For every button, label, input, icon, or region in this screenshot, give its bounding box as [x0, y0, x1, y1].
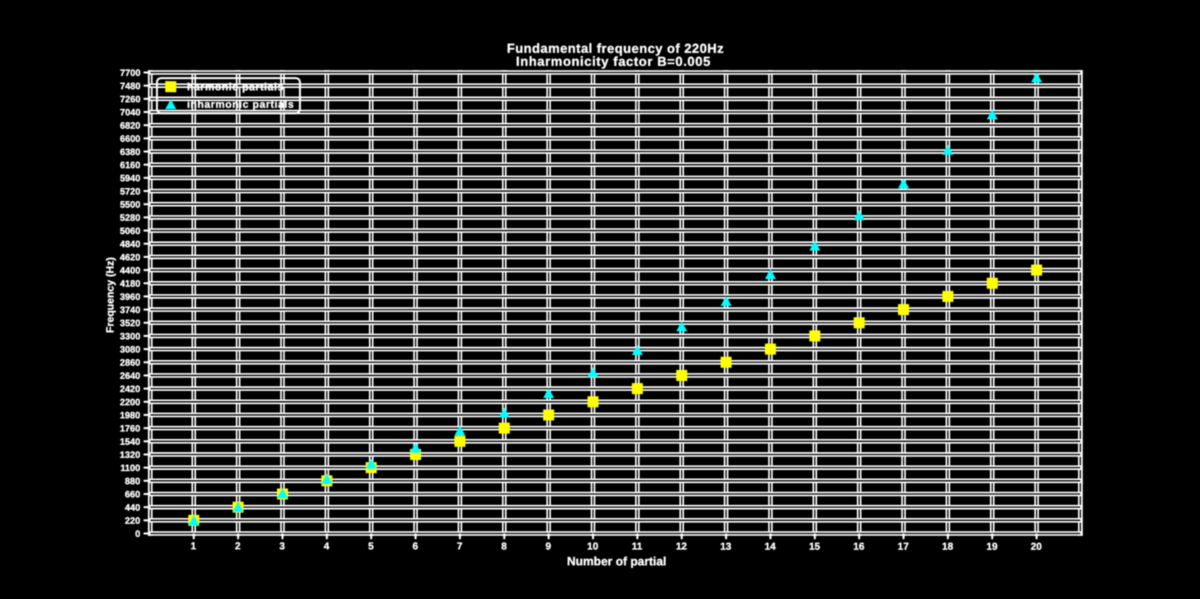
svg-text:18: 18 — [942, 542, 954, 553]
svg-text:660: 660 — [125, 489, 140, 499]
svg-text:4620: 4620 — [120, 252, 140, 262]
svg-text:5280: 5280 — [120, 213, 140, 223]
svg-text:16: 16 — [853, 542, 865, 553]
svg-text:15: 15 — [809, 542, 821, 553]
svg-text:2200: 2200 — [120, 397, 140, 407]
svg-text:1100: 1100 — [120, 463, 140, 473]
svg-text:3740: 3740 — [120, 305, 140, 315]
svg-text:6820: 6820 — [120, 121, 140, 131]
svg-text:inharmonic partials: inharmonic partials — [187, 99, 294, 111]
svg-text:7480: 7480 — [120, 81, 140, 91]
svg-text:Fundamental frequency of 220Hz: Fundamental frequency of 220Hz — [507, 41, 724, 56]
svg-text:2420: 2420 — [120, 384, 140, 394]
svg-text:5060: 5060 — [120, 226, 140, 236]
svg-text:Inharmonicity factor B=0.005: Inharmonicity factor B=0.005 — [516, 54, 711, 69]
svg-text:13: 13 — [720, 542, 732, 553]
svg-text:2860: 2860 — [120, 358, 140, 368]
svg-text:1: 1 — [191, 541, 197, 552]
svg-text:Number of partial: Number of partial — [567, 554, 666, 568]
svg-text:8: 8 — [501, 541, 507, 552]
svg-text:5720: 5720 — [120, 186, 140, 196]
svg-text:17: 17 — [898, 542, 910, 553]
svg-text:6: 6 — [412, 541, 418, 552]
svg-text:2: 2 — [235, 541, 241, 552]
svg-text:6380: 6380 — [120, 147, 140, 157]
svg-text:880: 880 — [125, 476, 140, 486]
svg-text:440: 440 — [125, 503, 140, 513]
svg-text:6600: 6600 — [120, 134, 140, 144]
svg-text:0: 0 — [135, 529, 140, 539]
svg-text:5940: 5940 — [120, 173, 140, 183]
svg-text:5: 5 — [368, 541, 374, 552]
svg-text:5500: 5500 — [120, 200, 140, 210]
svg-text:3960: 3960 — [120, 292, 140, 302]
svg-text:12: 12 — [676, 542, 688, 553]
svg-text:19: 19 — [986, 542, 998, 553]
svg-text:6160: 6160 — [120, 160, 140, 170]
svg-text:3080: 3080 — [120, 345, 140, 355]
svg-text:4840: 4840 — [120, 239, 140, 249]
svg-text:4400: 4400 — [120, 265, 140, 275]
svg-text:9: 9 — [546, 541, 552, 552]
svg-text:2640: 2640 — [120, 371, 140, 381]
svg-text:220: 220 — [125, 516, 140, 526]
svg-text:1760: 1760 — [120, 424, 140, 434]
svg-text:7260: 7260 — [120, 94, 140, 104]
svg-text:1980: 1980 — [120, 410, 140, 420]
svg-text:1320: 1320 — [120, 450, 140, 460]
svg-text:7: 7 — [457, 541, 463, 552]
svg-text:7040: 7040 — [120, 107, 140, 117]
svg-text:3520: 3520 — [120, 318, 140, 328]
svg-text:14: 14 — [765, 542, 777, 553]
svg-text:7700: 7700 — [120, 68, 140, 78]
svg-text:3300: 3300 — [120, 331, 140, 341]
svg-text:3: 3 — [279, 541, 285, 552]
svg-text:20: 20 — [1031, 542, 1043, 553]
svg-text:harmonic partials: harmonic partials — [187, 81, 284, 93]
svg-text:Frequency (Hz): Frequency (Hz) — [105, 257, 117, 333]
svg-text:10: 10 — [587, 542, 599, 553]
svg-text:1540: 1540 — [120, 437, 140, 447]
svg-text:4: 4 — [324, 541, 330, 552]
svg-text:11: 11 — [632, 542, 643, 553]
svg-text:4180: 4180 — [120, 279, 140, 289]
